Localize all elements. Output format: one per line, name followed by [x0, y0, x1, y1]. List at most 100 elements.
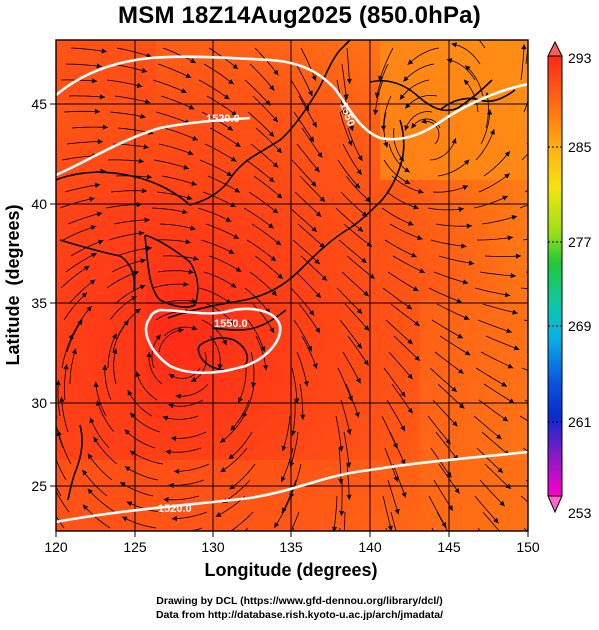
streamline-arrowhead — [272, 116, 278, 122]
streamline — [127, 389, 153, 417]
streamline — [381, 207, 414, 226]
streamline-arrowhead — [81, 292, 88, 298]
streamline — [519, 415, 528, 422]
streamline — [338, 447, 342, 484]
streamline-arrowhead — [273, 69, 279, 76]
colorbar-tick-label: 253 — [568, 505, 592, 521]
streamline-arrowhead — [535, 61, 540, 66]
streamline — [529, 61, 538, 96]
streamline — [71, 126, 109, 129]
streamline-arrowhead — [315, 327, 320, 334]
streamline — [431, 319, 464, 339]
streamline-arrowhead — [383, 142, 389, 148]
streamline-arrowhead — [540, 133, 545, 139]
streamline — [432, 185, 469, 193]
streamline-arrowhead — [263, 365, 269, 371]
streamline — [485, 92, 489, 129]
streamline — [209, 335, 221, 370]
streamline — [109, 295, 137, 321]
streamline — [290, 511, 300, 531]
streamline-arrowhead — [399, 94, 405, 100]
streamline-arrowhead — [338, 446, 344, 452]
streamline — [273, 495, 292, 529]
streamline — [346, 47, 351, 84]
streamline — [61, 155, 98, 161]
streamline — [525, 44, 528, 65]
streamline — [383, 367, 406, 398]
streamline-arrowhead — [347, 140, 353, 146]
streamline-arrowhead — [356, 308, 363, 314]
streamline-arrowhead — [412, 286, 419, 291]
streamline-arrowhead — [230, 156, 237, 162]
streamline — [435, 431, 459, 461]
streamline — [385, 319, 413, 345]
streamline — [57, 430, 72, 465]
streamline — [114, 95, 151, 104]
streamline-arrowhead — [448, 505, 453, 511]
streamline — [63, 110, 101, 113]
streamline-arrowhead — [63, 364, 69, 370]
streamline-arrowhead — [86, 306, 92, 312]
streamline — [95, 381, 107, 417]
streamline — [70, 47, 107, 53]
streamline-arrowhead — [220, 467, 226, 472]
streamline — [206, 95, 238, 117]
streamline — [437, 383, 465, 409]
map-frame — [55, 39, 529, 532]
streamline — [154, 239, 191, 244]
streamline-arrowhead — [446, 58, 453, 64]
streamline-arrowhead — [143, 144, 149, 150]
streamline — [484, 463, 512, 490]
streamline — [399, 79, 430, 100]
streamline — [403, 63, 435, 82]
streamline-arrowhead — [171, 435, 177, 441]
streamline-arrowhead — [497, 467, 503, 473]
streamline-arrowhead — [458, 206, 464, 212]
streamline — [136, 371, 158, 401]
streamline-arrowhead — [357, 155, 363, 161]
streamline-arrowhead — [317, 152, 323, 158]
streamline-arrowhead — [269, 327, 275, 333]
x-tick-label: 120 — [44, 539, 68, 555]
y-tick-label: 45 — [31, 96, 47, 112]
streamline-arrowhead — [270, 255, 277, 262]
streamline — [111, 63, 148, 73]
contour-labels: 1520.0 1550.0 1520.0 1550 — [158, 101, 357, 515]
streamline-arrowhead — [192, 135, 198, 141]
streamline-arrowhead — [451, 42, 457, 48]
streamline-arrowhead — [418, 188, 424, 194]
streamline-arrowhead — [215, 512, 222, 517]
streamline-arrowhead — [130, 412, 136, 419]
streamline-arrowhead — [144, 99, 151, 105]
streamline-arrowhead — [96, 63, 102, 69]
streamline-arrowhead — [348, 125, 354, 132]
streamline — [163, 495, 200, 501]
streamline — [108, 232, 145, 241]
streamline — [242, 383, 255, 419]
streamline — [68, 95, 106, 98]
streamline-arrowhead — [281, 476, 286, 482]
streamline-arrowhead — [274, 522, 280, 528]
streamline-arrowhead — [182, 209, 188, 215]
streamline — [479, 479, 505, 507]
streamline — [427, 207, 464, 211]
streamline-arrowhead — [188, 269, 194, 275]
streamline-arrowhead — [112, 348, 118, 354]
streamline-arrowhead — [401, 492, 407, 498]
colorbar: 293 285 277 269 261 253 — [547, 40, 592, 521]
streamline — [529, 512, 557, 535]
streamline-arrowhead — [521, 44, 527, 50]
streamline-arrowhead — [82, 504, 89, 510]
streamline — [482, 511, 501, 531]
streamline-arrowhead — [96, 211, 103, 217]
streamline — [342, 351, 361, 384]
y-axis-label: Latitude (degrees) — [3, 204, 23, 365]
streamline — [343, 223, 373, 247]
streamline — [393, 127, 405, 162]
streamline-arrowhead — [403, 76, 409, 82]
streamline-arrowhead — [77, 319, 83, 326]
streamline — [280, 447, 294, 483]
streamline-arrowhead — [93, 436, 99, 443]
streamline-arrowhead — [380, 125, 387, 131]
